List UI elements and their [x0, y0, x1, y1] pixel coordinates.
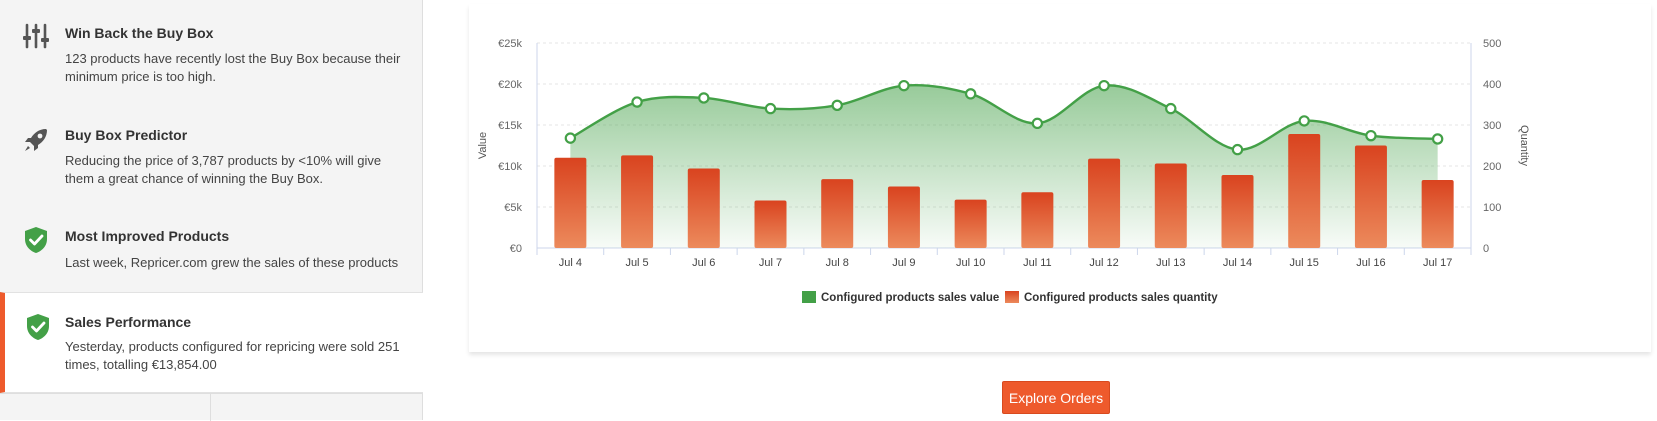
quantity-bar — [954, 199, 987, 248]
y-right-tick-label: 200 — [1483, 161, 1501, 173]
y-right-tick-label: 100 — [1483, 202, 1501, 214]
sliders-icon — [22, 22, 50, 50]
y-left-tick-label: €25k — [498, 38, 522, 50]
y-left-tick-label: €15k — [498, 120, 522, 132]
legend-label-sales-value: Configured products sales value — [821, 292, 999, 304]
x-tick-label: Jul 13 — [1156, 257, 1185, 269]
sales-performance-chart: €0 0 €5k 100 €10k 200 €15k 300 €20k 400 €25k 500 Jul… — [477, 38, 1530, 304]
quantity-bar — [1421, 179, 1454, 248]
value-point — [1431, 133, 1444, 145]
quantity-bar — [621, 155, 654, 248]
value-point — [1298, 115, 1310, 127]
x-tick-label: Jul 17 — [1423, 257, 1452, 269]
quantity-bar — [1088, 158, 1121, 248]
value-point — [1098, 79, 1110, 92]
card-description: Reducing the price of 3,787 products by … — [65, 153, 382, 186]
legend-label-sales-quantity: Configured products sales quantity — [1024, 292, 1218, 304]
value-point — [831, 99, 843, 112]
x-tick-label: Jul 6 — [692, 257, 715, 269]
x-tick-label: Jul 7 — [759, 257, 782, 269]
legend-swatch-sales-value — [802, 291, 816, 303]
quantity-bar — [754, 200, 787, 248]
x-tick-label: Jul 9 — [892, 257, 915, 269]
value-point — [1231, 143, 1244, 156]
value-point — [564, 132, 577, 144]
value-point — [1165, 102, 1177, 115]
y-left-axis-title: Value — [477, 132, 489, 159]
x-tick-label: Jul 16 — [1356, 257, 1385, 269]
quantity-bar — [1154, 163, 1187, 248]
card-title: Sales Performance — [65, 314, 192, 330]
card-title: Win Back the Buy Box — [65, 25, 214, 41]
y-right-tick-label: 500 — [1483, 38, 1501, 50]
sidebar-tab-strip — [0, 393, 423, 421]
quantity-bar — [1221, 175, 1254, 248]
shield-check-icon — [24, 313, 52, 341]
value-point — [764, 102, 777, 115]
card-most-improved-products[interactable]: Most Improved Products Last week, Repric… — [0, 202, 423, 288]
x-tick-label: Jul 4 — [559, 257, 582, 269]
card-buy-box-predictor[interactable]: Buy Box Predictor Reducing the price of … — [0, 101, 423, 197]
value-point — [964, 88, 977, 100]
explore-orders-button[interactable]: Explore Orders — [1002, 381, 1110, 414]
value-area — [570, 85, 1438, 248]
quantity-bar — [1354, 145, 1387, 248]
shield-check-icon — [22, 226, 50, 254]
value-point — [1031, 117, 1044, 130]
value-point — [631, 96, 643, 108]
y-right-tick-label: 400 — [1483, 79, 1501, 91]
card-sales-performance[interactable]: Sales Performance Yesterday, products co… — [0, 292, 423, 393]
y-right-tick-label: 0 — [1483, 243, 1489, 255]
card-description: Last week, Repricer.com grew the sales o… — [65, 255, 399, 270]
x-tick-label: Jul 12 — [1089, 257, 1118, 269]
value-point — [898, 79, 910, 92]
insights-sidebar: Win Back the Buy Box 123 products have r… — [0, 0, 423, 421]
x-tick-label: Jul 5 — [625, 257, 648, 269]
quantity-bar — [1021, 192, 1054, 248]
card-title: Most Improved Products — [65, 228, 230, 244]
y-left-tick-label: €10k — [498, 161, 522, 173]
value-point — [698, 92, 710, 104]
value-point — [1365, 129, 1377, 142]
y-left-tick-label: €20k — [498, 79, 522, 91]
x-tick-label: Jul 10 — [956, 257, 985, 269]
y-right-tick-label: 300 — [1483, 120, 1501, 132]
quantity-bar — [887, 186, 920, 248]
quantity-bar — [1288, 134, 1321, 248]
y-left-tick-label: €5k — [504, 202, 522, 214]
rocket-icon — [22, 126, 50, 154]
card-title: Buy Box Predictor — [65, 127, 188, 143]
card-win-back-buy-box[interactable]: Win Back the Buy Box 123 products have r… — [0, 0, 423, 96]
x-tick-label: Jul 8 — [826, 257, 849, 269]
quantity-bar — [554, 157, 587, 248]
quantity-bar — [821, 179, 854, 248]
card-description: 123 products have recently lost the Buy … — [65, 51, 401, 84]
value-line — [569, 83, 1438, 151]
y-left-tick-label: €0 — [510, 243, 522, 255]
x-tick-label: Jul 14 — [1223, 257, 1252, 269]
y-right-axis-title: Quantity — [1518, 125, 1530, 166]
sales-chart-panel: €0 0 €5k 100 €10k 200 €15k 300 €20k 400 €25k 500 Jul… — [469, 4, 1651, 352]
quantity-bar — [687, 168, 720, 248]
card-description: Yesterday, products configured for repri… — [65, 339, 400, 372]
legend-swatch-sales-quantity — [1005, 291, 1019, 303]
x-tick-label: Jul 11 — [1023, 257, 1052, 269]
x-tick-label: Jul 15 — [1290, 257, 1319, 269]
